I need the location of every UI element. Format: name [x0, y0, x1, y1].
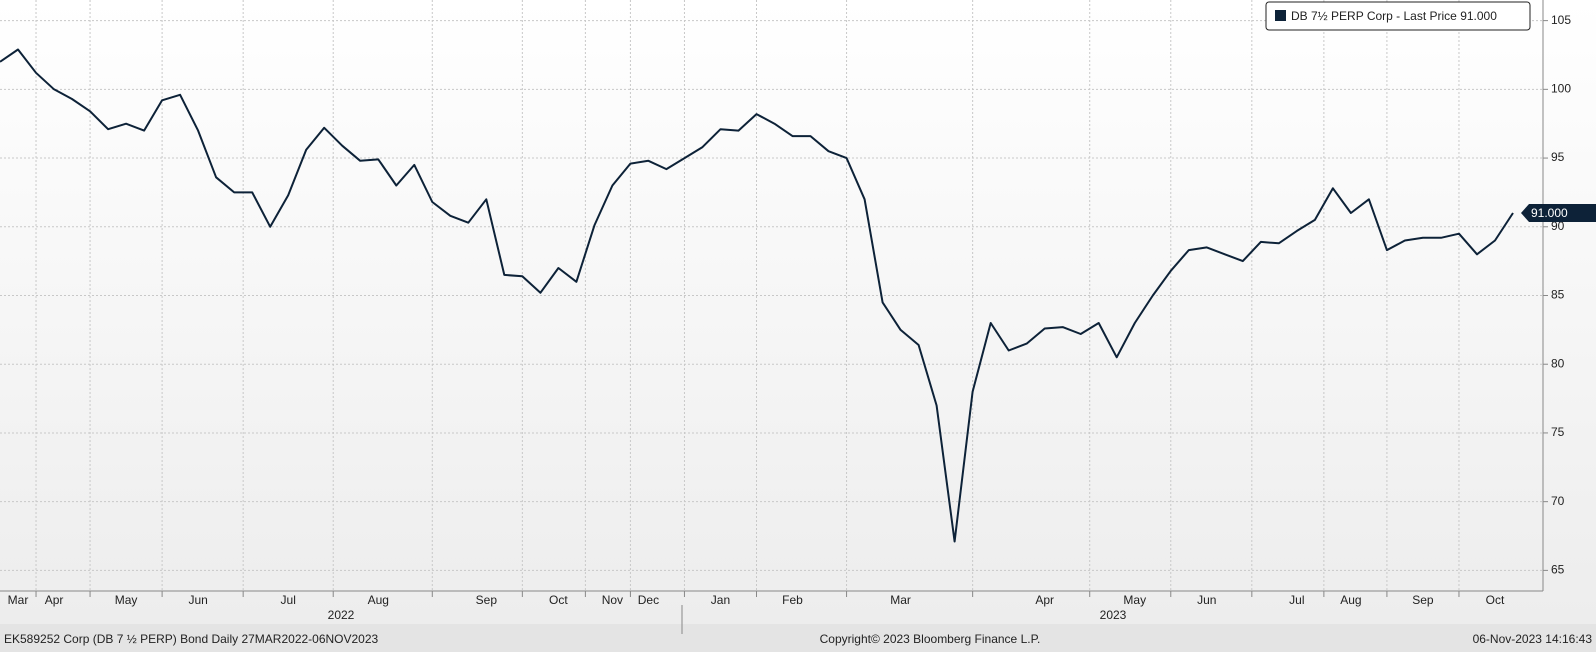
x-tick-label: Sep	[476, 593, 498, 607]
last-price-tag	[1521, 204, 1596, 223]
x-tick-label: Jun	[188, 593, 207, 607]
x-tick-label: Aug	[368, 593, 389, 607]
last-price-label: 91.000	[1531, 206, 1568, 220]
x-tick-label: Apr	[1035, 593, 1054, 607]
y-tick-label: 75	[1551, 425, 1565, 439]
year-label: 2023	[1100, 608, 1127, 622]
x-tick-label: Sep	[1412, 593, 1434, 607]
footer-right: 06-Nov-2023 14:16:43	[1473, 632, 1593, 646]
x-tick-label: Aug	[1340, 593, 1361, 607]
x-tick-label: Mar	[8, 593, 29, 607]
footer-bar	[0, 624, 1596, 652]
x-tick-label: Jun	[1197, 593, 1216, 607]
x-tick-label: Nov	[602, 593, 623, 607]
x-tick-label: Jul	[1289, 593, 1304, 607]
x-tick-label: Oct	[1486, 593, 1505, 607]
x-tick-label: Mar	[890, 593, 911, 607]
x-tick-label: Feb	[782, 593, 803, 607]
price-line	[0, 48, 1514, 543]
legend-swatch	[1275, 10, 1286, 21]
y-tick-label: 70	[1551, 494, 1565, 508]
y-tick-label: 105	[1551, 13, 1571, 27]
footer-center: Copyright© 2023 Bloomberg Finance L.P.	[820, 632, 1041, 646]
y-tick-label: 80	[1551, 356, 1565, 370]
x-tick-label: Apr	[45, 593, 64, 607]
legend-label: DB 7½ PERP Corp - Last Price 91.000	[1291, 9, 1497, 23]
y-tick-label: 95	[1551, 150, 1565, 164]
legend-box	[1265, 1, 1531, 31]
x-tick-label: Jan	[711, 593, 730, 607]
y-tick-label: 90	[1551, 219, 1565, 233]
y-tick-label: 100	[1551, 82, 1571, 96]
legend: DB 7½ PERP Corp - Last Price 91.000	[1265, 1, 1531, 31]
x-tick-label: Oct	[549, 593, 568, 607]
year-label: 2022	[328, 608, 355, 622]
x-tick-label: May	[115, 593, 138, 607]
legend-value: 91.000	[1460, 9, 1497, 23]
legend-name: DB 7½ PERP Corp - Last Price	[1291, 9, 1457, 23]
y-tick-label: 85	[1551, 288, 1565, 302]
x-tick-label: Dec	[638, 593, 659, 607]
footer-left: EK589252 Corp (DB 7 ½ PERP) Bond Daily 2…	[4, 632, 379, 646]
x-tick-label: May	[1123, 593, 1146, 607]
y-tick-label: 65	[1551, 563, 1565, 577]
x-tick-label: Jul	[281, 593, 296, 607]
